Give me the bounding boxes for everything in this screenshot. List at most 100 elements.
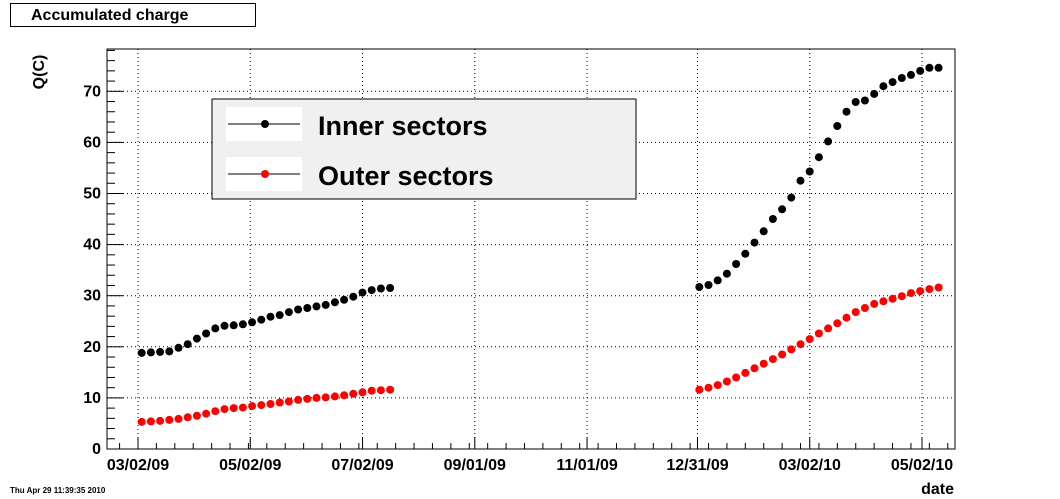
legend-marker-inner [261,120,269,128]
point-inner-sectors [833,122,842,130]
legend-label-outer: Outer sectors [318,161,494,191]
point-outer-sectors [275,398,284,407]
point-inner-sectors [220,321,229,330]
legend-marker-outer [261,170,269,178]
y-tick-label: 10 [83,390,101,407]
point-outer-sectors [713,381,722,390]
point-outer-sectors [824,324,833,333]
point-inner-sectors [165,347,174,356]
point-outer-sectors [220,405,229,414]
point-outer-sectors [192,411,201,420]
point-outer-sectors [340,391,349,400]
point-inner-sectors [722,269,731,278]
point-inner-sectors [704,281,713,289]
point-inner-sectors [842,107,851,116]
point-outer-sectors [695,385,704,394]
x-axis-ticks: 03/02/09 05/02/09 07/02/09 09/01/09 11/01/09… [107,437,953,474]
point-inner-sectors [796,176,805,185]
point-outer-sectors [349,389,358,398]
x-axis-label: date [921,481,954,498]
point-outer-sectors [202,409,211,418]
x-tick-label: 12/31/09 [666,457,728,474]
point-inner-sectors [376,284,385,293]
y-axis-ticks: 0 10 20 30 40 50 60 70 [83,49,123,458]
point-outer-sectors [330,392,339,401]
point-outer-sectors [367,386,376,395]
point-inner-sectors [275,311,284,320]
point-inner-sectors [192,334,201,343]
point-outer-sectors [174,414,183,423]
point-outer-sectors [376,386,385,395]
point-outer-sectors [146,417,155,426]
point-inner-sectors [321,300,330,309]
point-inner-sectors [358,288,367,297]
point-outer-sectors [897,292,906,301]
y-tick-label: 70 [83,83,101,100]
point-outer-sectors [137,417,146,426]
point-outer-sectors [879,297,888,306]
point-inner-sectors [284,308,293,317]
point-outer-sectors [888,294,897,303]
point-inner-sectors [312,302,321,311]
y-tick-label: 20 [83,339,101,356]
point-outer-sectors [229,404,238,413]
point-outer-sectors [358,388,367,397]
point-inner-sectors [202,329,211,338]
point-outer-sectors [759,359,768,368]
point-inner-sectors [897,74,906,82]
point-inner-sectors [879,82,888,91]
point-inner-sectors [174,343,183,352]
point-outer-sectors [284,397,293,406]
y-tick-label: 50 [83,186,101,203]
point-outer-sectors [165,415,174,424]
point-outer-sectors [814,329,823,338]
point-inner-sectors [768,215,777,223]
point-inner-sectors [759,227,768,236]
point-inner-sectors [916,66,925,75]
point-outer-sectors [842,313,851,322]
point-outer-sectors [778,350,787,359]
point-inner-sectors [303,304,312,312]
point-inner-sectors [146,348,155,357]
point-outer-sectors [925,285,934,294]
legend-label-inner: Inner sectors [318,111,488,141]
point-outer-sectors [916,287,925,296]
point-inner-sectors [934,63,943,72]
x-tick-label: 09/01/09 [444,457,506,474]
point-outer-sectors [312,393,321,402]
point-inner-sectors [257,315,266,324]
y-axis-label: Q(C) [31,55,48,90]
point-inner-sectors [732,260,741,268]
point-outer-sectors [934,283,943,292]
point-inner-sectors [183,340,192,349]
point-outer-sectors [768,355,777,364]
point-inner-sectors [741,249,750,258]
point-outer-sectors [860,304,869,312]
point-outer-sectors [183,413,192,422]
point-inner-sectors [386,284,395,292]
point-outer-sectors [266,400,275,408]
point-inner-sectors [137,348,146,357]
point-inner-sectors [750,238,759,247]
point-inner-sectors [266,312,275,321]
point-outer-sectors [907,289,915,298]
point-inner-sectors [238,320,247,329]
point-inner-sectors [787,193,796,202]
point-inner-sectors [156,347,165,356]
point-outer-sectors [851,308,860,317]
timestamp: Thu Apr 29 11:39:35 2010 [10,486,106,495]
plot-frame [106,48,956,450]
point-outer-sectors [211,407,220,416]
point-inner-sectors [870,89,879,98]
y-tick-label: 40 [83,237,101,254]
point-inner-sectors [211,324,220,333]
x-tick-label: 05/02/09 [219,457,281,474]
point-inner-sectors [860,96,869,105]
x-tick-label: 03/02/09 [107,457,169,474]
point-outer-sectors [741,368,750,377]
point-outer-sectors [386,385,395,394]
point-inner-sectors [925,63,934,72]
point-inner-sectors [340,295,349,304]
point-outer-sectors [238,403,247,412]
